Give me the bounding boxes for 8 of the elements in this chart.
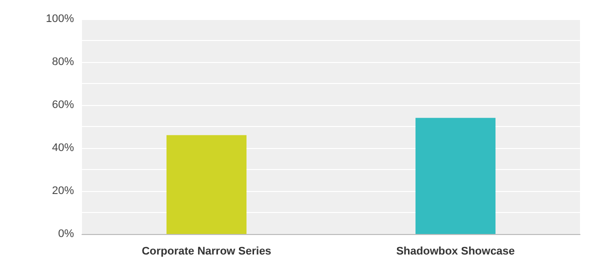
y-tick-label: 100% <box>46 13 74 25</box>
y-tick-label: 40% <box>52 142 74 154</box>
y-tick-label: 60% <box>52 99 74 111</box>
x-tick-label: Corporate Narrow Series <box>142 246 272 258</box>
y-tick-label: 0% <box>58 228 74 240</box>
y-tick-label: 80% <box>52 56 74 68</box>
x-tick-label: Shadowbox Showcase <box>396 246 515 258</box>
y-tick-label: 20% <box>52 185 74 197</box>
